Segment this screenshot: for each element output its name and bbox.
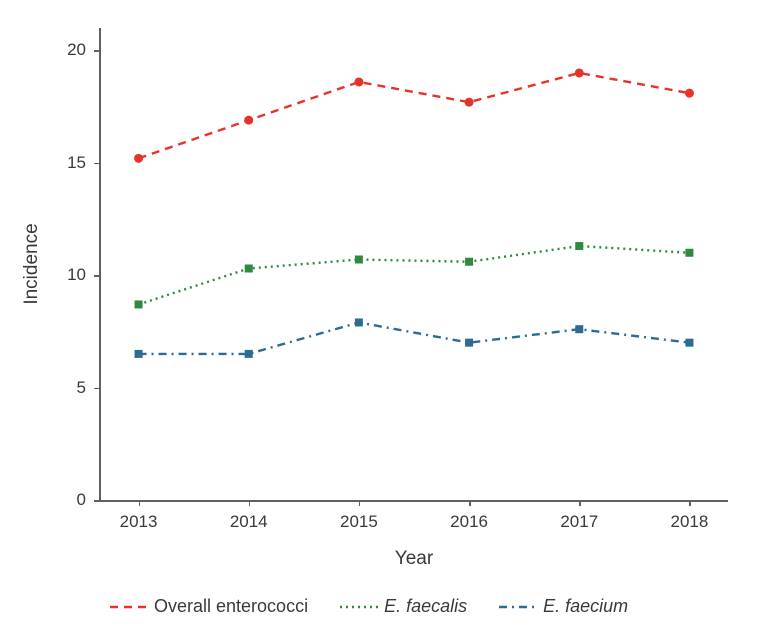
series-line-faecium — [139, 322, 690, 353]
series-marker-overall — [354, 77, 363, 86]
series-marker-faecalis — [135, 300, 143, 308]
series-marker-faecium — [465, 339, 473, 347]
legend-label: Overall enterococci — [154, 596, 308, 617]
series-marker-faecium — [685, 339, 693, 347]
series-marker-faecium — [245, 350, 253, 358]
legend-label: E. faecium — [543, 596, 628, 617]
incidence-line-chart: 20132014201520162017201805101520YearInci… — [0, 0, 773, 644]
series-marker-faecalis — [245, 264, 253, 272]
series-marker-faecium — [575, 325, 583, 333]
legend: Overall enterococci E. faecalis E. faecium — [110, 596, 628, 617]
series-line-overall — [139, 73, 690, 158]
series-marker-faecalis — [465, 258, 473, 266]
legend-item-faecium: E. faecium — [499, 596, 628, 617]
series-marker-faecium — [355, 318, 363, 326]
legend-item-overall: Overall enterococci — [110, 596, 308, 617]
legend-swatch-faecium — [499, 600, 537, 614]
series-marker-faecalis — [355, 256, 363, 264]
legend-swatch-overall — [110, 600, 148, 614]
series-marker-faecium — [135, 350, 143, 358]
series-marker-overall — [575, 68, 584, 77]
series-marker-overall — [134, 154, 143, 163]
plot-svg — [0, 0, 773, 644]
series-marker-overall — [685, 89, 694, 98]
legend-label: E. faecalis — [384, 596, 467, 617]
series-marker-overall — [244, 116, 253, 125]
series-marker-overall — [465, 98, 474, 107]
legend-swatch-faecalis — [340, 600, 378, 614]
legend-item-faecalis: E. faecalis — [340, 596, 467, 617]
series-marker-faecalis — [575, 242, 583, 250]
series-marker-faecalis — [685, 249, 693, 257]
series-line-faecalis — [139, 246, 690, 304]
